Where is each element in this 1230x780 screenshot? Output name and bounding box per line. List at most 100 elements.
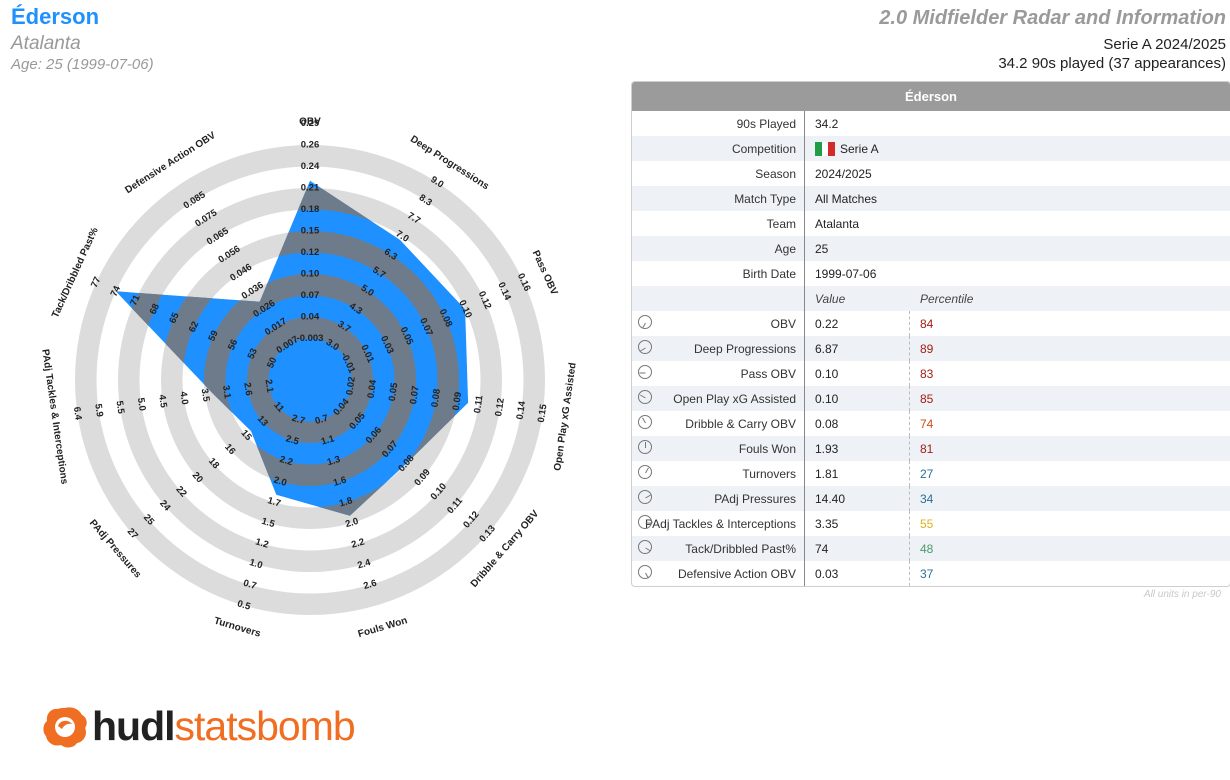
radar-tick-label: 5.5 [114, 400, 127, 415]
radar-axis-label: PAdj Tackles & Interceptions [39, 348, 69, 485]
metric-label-cell: Defensive Action OBV [632, 561, 805, 586]
logo-text-hudl: hudl [92, 703, 176, 749]
info-value: 34.2 [805, 111, 838, 136]
info-label: 90s Played [632, 111, 805, 136]
radar-tick-label: 0.24 [301, 161, 320, 172]
gauge-icon [638, 465, 652, 479]
radar-tick-label: 0.7 [242, 578, 258, 592]
radar-tick-label: 68 [148, 302, 162, 316]
info-label: Birth Date [632, 261, 805, 286]
radar-tick-label: 2.5 [284, 433, 300, 447]
radar-axis-label: Turnovers [213, 616, 263, 640]
info-label: Age [632, 236, 805, 261]
radar-tick-label: 0.14 [515, 400, 529, 421]
metric-label: Pass OBV [740, 366, 796, 381]
metric-value: 0.08 [805, 411, 910, 436]
metric-label-cell: PAdj Tackles & Interceptions [632, 511, 805, 536]
radar-tick-label: 56 [226, 338, 240, 352]
radar-tick-label: 5.9 [92, 403, 105, 418]
metric-label: Turnovers [742, 466, 796, 481]
info-value-text: All Matches [815, 191, 878, 206]
radar-tick-label: 59 [206, 329, 220, 343]
metric-row: PAdj Pressures 14.40 34 [632, 486, 1230, 511]
radar-tick-label: 1.7 [266, 495, 282, 509]
radar-tick-label: 6.4 [71, 406, 84, 421]
metric-label: Defensive Action OBV [677, 566, 796, 581]
gauge-icon [638, 390, 652, 404]
metric-value: 6.87 [805, 336, 910, 361]
units-note: All units in per-90 [1143, 589, 1221, 600]
radar-tick-label: 1.1 [320, 433, 336, 447]
played-line: 34.2 90s played (37 appearances) [998, 55, 1226, 72]
radar-tick-label: 0.09 [451, 391, 465, 411]
info-value-text: 25 [815, 241, 829, 256]
gauge-icon [638, 540, 652, 554]
metric-percentile: 55 [920, 516, 934, 531]
metric-label-cell: PAdj Pressures [632, 486, 805, 511]
radar-tick-label: 50 [265, 356, 279, 370]
radar-tick-label: 2.6 [241, 382, 254, 397]
info-value-text: 1999-07-06 [815, 266, 877, 281]
info-label: Competition [632, 136, 805, 161]
radar-tick-label: 0.7 [314, 413, 330, 427]
radar-tick-label: 0.26 [301, 140, 320, 151]
radar-tick-label: 0.07 [408, 385, 422, 405]
italy-flag-icon [815, 141, 836, 156]
metric-label: Dribble & Carry OBV [685, 416, 796, 431]
metric-value: 0.22 [805, 311, 910, 336]
radar-tick-label: 53 [246, 347, 260, 361]
metric-row: Tack/Dribbled Past% 74 48 [632, 536, 1230, 561]
metric-percentile: 48 [920, 541, 934, 556]
info-value: 2024/2025 [805, 161, 872, 186]
metric-label: PAdj Tackles & Interceptions [645, 516, 796, 531]
gauge-icon [638, 565, 652, 579]
metric-value: 1.93 [805, 436, 910, 461]
radar-tick-label: 3.5 [199, 388, 212, 403]
info-row: Competition Serie A [632, 136, 1230, 161]
metric-value: 74 [805, 536, 910, 561]
hudl-statsbomb-logo: hudl statsbomb [42, 703, 356, 750]
radar-band [247, 317, 373, 443]
radar-tick-label: 0.15 [536, 403, 550, 424]
info-label: Team [632, 211, 805, 236]
radar-tick-label: 77 [89, 275, 103, 289]
radar-axis-label: Open Play xG Assisted [552, 362, 578, 472]
radar-tick-label: 2.0 [344, 516, 360, 530]
radar-tick-label: 1.3 [326, 454, 342, 468]
metric-label-cell: Open Play xG Assisted [632, 386, 805, 411]
player-name: Éderson [11, 4, 100, 29]
metric-row: Open Play xG Assisted 0.10 85 [632, 386, 1230, 411]
metric-label-cell: Pass OBV [632, 361, 805, 386]
radar-band [204, 274, 416, 486]
metric-label: Open Play xG Assisted [673, 391, 796, 406]
info-row: Birth Date 1999-07-06 [632, 261, 1230, 286]
radar-tick-label: 4.5 [156, 394, 169, 409]
radar-tick-label: -0.003 [297, 333, 324, 344]
team-name: Atalanta [11, 33, 81, 54]
table-title: Éderson [632, 82, 1230, 111]
radar-tick-label: 0.29 [301, 118, 320, 129]
gauge-icon [638, 340, 652, 354]
metric-label: Deep Progressions [693, 341, 796, 356]
gauge-icon [638, 440, 652, 454]
radar-tick-label: 1.6 [332, 475, 348, 489]
radar-tick-label: 1.5 [260, 516, 276, 530]
metric-value: 3.35 [805, 511, 910, 536]
radar-tick-label: 2.7 [290, 413, 306, 427]
metric-percentile: 37 [920, 566, 934, 581]
metric-label: Tack/Dribbled Past% [685, 541, 796, 556]
metric-value: 14.40 [805, 486, 910, 511]
report-title: 2.0 Midfielder Radar and Information [879, 7, 1226, 29]
radar-tick-label: 2.4 [356, 557, 372, 571]
radar-tick-label: 0.12 [301, 247, 320, 258]
metric-row: Dribble & Carry OBV 0.08 74 [632, 411, 1230, 436]
radar-tick-label: 71 [128, 293, 143, 308]
metric-row: Fouls Won 1.93 81 [632, 436, 1230, 461]
metric-percentile: 89 [920, 341, 934, 356]
radar-tick-label: 1.8 [338, 495, 354, 509]
radar-chart: -0.003 0.04 0.07 0.10 0.12 0.15 0.18 0.21 0.24 0.… [39, 117, 578, 641]
radar-tick-label: 3.1 [220, 385, 233, 400]
radar-tick-label: 0.21 [301, 183, 320, 194]
age-line: Age: 25 (1999-07-06) [11, 56, 154, 73]
info-value-text: 34.2 [815, 116, 839, 131]
